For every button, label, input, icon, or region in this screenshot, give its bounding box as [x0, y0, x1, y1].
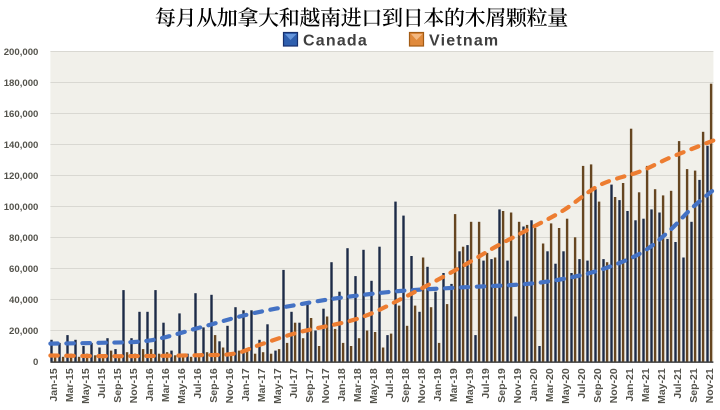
svg-text:80,000: 80,000: [9, 233, 38, 244]
svg-text:Nov-21: Nov-21: [704, 368, 716, 403]
svg-text:Mar-20: Mar-20: [544, 368, 556, 402]
svg-text:Jul-21: Jul-21: [672, 368, 684, 399]
svg-text:Jan-18: Jan-18: [336, 368, 348, 401]
svg-text:Sep-19: Sep-19: [496, 368, 508, 403]
svg-text:Sep-15: Sep-15: [112, 368, 124, 403]
svg-text:Nov-15: Nov-15: [128, 368, 140, 403]
svg-text:May-21: May-21: [656, 368, 668, 404]
svg-text:Nov-17: Nov-17: [320, 368, 332, 403]
svg-text:200,000: 200,000: [4, 47, 39, 58]
svg-text:120,000: 120,000: [4, 171, 39, 182]
svg-text:Mar-18: Mar-18: [352, 368, 364, 402]
svg-text:Jul-20: Jul-20: [576, 368, 588, 399]
svg-text:Mar-19: Mar-19: [448, 368, 460, 402]
svg-text:Jul-19: Jul-19: [480, 368, 492, 399]
svg-text:Mar-17: Mar-17: [256, 368, 268, 402]
svg-text:Nov-19: Nov-19: [512, 368, 524, 403]
svg-text:May-16: May-16: [176, 368, 188, 404]
svg-text:Mar-16: Mar-16: [160, 368, 172, 402]
svg-text:140,000: 140,000: [4, 140, 39, 151]
svg-text:160,000: 160,000: [4, 109, 39, 120]
svg-text:Sep-16: Sep-16: [208, 368, 220, 403]
svg-text:Jan-19: Jan-19: [432, 368, 444, 401]
svg-text:Sep-17: Sep-17: [304, 368, 316, 403]
svg-text:May-15: May-15: [80, 368, 92, 404]
svg-text:Jul-15: Jul-15: [96, 368, 108, 399]
svg-text:60,000: 60,000: [9, 264, 38, 275]
svg-text:Mar-15: Mar-15: [64, 368, 76, 402]
svg-text:Nov-18: Nov-18: [416, 368, 428, 403]
svg-text:Nov-16: Nov-16: [224, 368, 236, 403]
svg-text:40,000: 40,000: [9, 295, 38, 306]
svg-text:Jul-17: Jul-17: [288, 368, 300, 399]
svg-text:Jul-18: Jul-18: [384, 368, 396, 399]
svg-text:180,000: 180,000: [4, 78, 39, 89]
svg-text:20,000: 20,000: [9, 326, 38, 337]
svg-text:May-18: May-18: [368, 368, 380, 404]
svg-text:Jul-16: Jul-16: [192, 368, 204, 399]
svg-text:Jan-21: Jan-21: [624, 368, 636, 401]
svg-text:Nov-20: Nov-20: [608, 368, 620, 403]
svg-text:May-20: May-20: [560, 368, 572, 404]
svg-text:100,000: 100,000: [4, 202, 39, 213]
svg-text:Sep-21: Sep-21: [688, 368, 700, 403]
svg-text:Jan-16: Jan-16: [144, 368, 156, 401]
svg-text:May-17: May-17: [272, 368, 284, 404]
svg-text:0: 0: [33, 357, 38, 368]
svg-text:Sep-18: Sep-18: [400, 368, 412, 403]
svg-text:Jan-17: Jan-17: [240, 368, 252, 401]
svg-text:Jan-15: Jan-15: [48, 368, 60, 401]
svg-text:May-19: May-19: [464, 368, 476, 404]
svg-text:Sep-20: Sep-20: [592, 368, 604, 403]
svg-text:Canada: Canada: [303, 33, 368, 50]
svg-text:Vietnam: Vietnam: [429, 33, 499, 50]
svg-text:Jan-20: Jan-20: [528, 368, 540, 401]
svg-text:Mar-21: Mar-21: [640, 368, 652, 402]
